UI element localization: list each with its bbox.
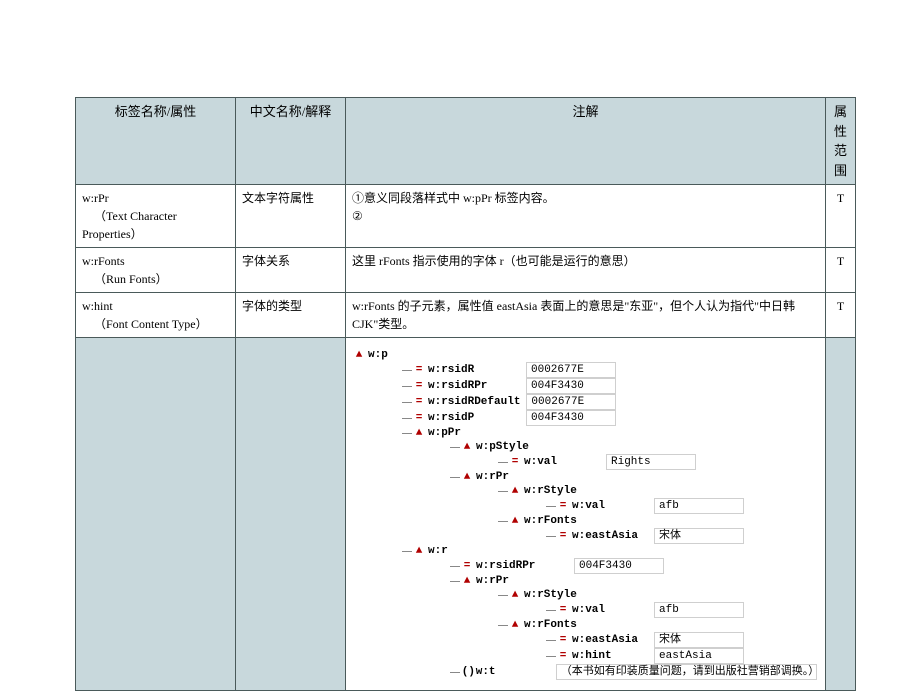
range-cell: T <box>826 293 856 338</box>
node-r: w:r <box>424 544 508 558</box>
tag-en: （Run Fonts） <box>82 270 229 288</box>
header-cn: 中文名称/解释 <box>236 98 346 185</box>
cn-name: 字体的类型 <box>236 293 346 338</box>
note-line: 这里 rFonts 指示使用的字体 r（也可能是运行的意思） <box>346 248 826 293</box>
attr-key: w:hint <box>568 649 652 663</box>
attr-val: 0002677E <box>526 362 616 378</box>
attr-val: 0002677E <box>526 394 616 410</box>
tag-name: w:rPr <box>82 189 229 207</box>
attr-val: Rights <box>606 454 696 470</box>
node-rfonts2: w:rFonts <box>520 618 604 632</box>
attr-key: w:rsidRPr <box>424 379 524 393</box>
header-tag: 标签名称/属性 <box>76 98 236 185</box>
cn-name: 字体关系 <box>236 248 346 293</box>
note-line: ①意义同段落样式中 w:pPr 标签内容。 <box>352 189 819 207</box>
cn-name: 文本字符属性 <box>236 185 346 248</box>
header-range: 属性范围 <box>826 98 856 185</box>
note-line: ② <box>352 207 819 225</box>
attr-key: w:val <box>568 603 652 617</box>
node-rfonts: w:rFonts <box>520 514 604 528</box>
attr-key: w:eastAsia <box>568 633 652 647</box>
tag-en: （Font Content Type） <box>82 315 229 333</box>
node-rpr: w:rPr <box>472 470 556 484</box>
diagram-row: ▲w:p =w:rsidR0002677E =w:rsidRPr004F3430… <box>76 338 856 691</box>
node-rstyle: w:rStyle <box>520 484 604 498</box>
range-cell: T <box>826 248 856 293</box>
node-ppr: w:pPr <box>424 426 508 440</box>
attr-val: eastAsia <box>654 648 744 664</box>
table-row: w:rPr （Text Character Properties） 文本字符属性… <box>76 185 856 248</box>
attribute-table: 标签名称/属性 中文名称/解释 注解 属性范围 w:rPr （Text Char… <box>75 97 856 691</box>
tag-name: w:rFonts <box>82 252 229 270</box>
tag-en: （Text Character Properties） <box>82 207 229 243</box>
header-note: 注解 <box>346 98 826 185</box>
attr-key: w:rsidRDefault <box>424 395 524 409</box>
attr-val: 宋体 <box>654 528 744 544</box>
note-line: w:rFonts 的子元素，属性值 eastAsia 表面上的意思是"东亚"，但… <box>346 293 826 338</box>
xml-tree: ▲w:p =w:rsidR0002677E =w:rsidRPr004F3430… <box>352 344 819 684</box>
table-row: w:hint （Font Content Type） 字体的类型 w:rFont… <box>76 293 856 338</box>
node-rpr2: w:rPr <box>472 574 556 588</box>
attr-val: afb <box>654 498 744 514</box>
attr-val: 004F3430 <box>574 558 664 574</box>
attr-key: w:val <box>520 455 604 469</box>
range-cell: T <box>826 185 856 248</box>
attr-val: 宋体 <box>654 632 744 648</box>
attr-val: afb <box>654 602 744 618</box>
table-row: w:rFonts （Run Fonts） 字体关系 这里 rFonts 指示使用… <box>76 248 856 293</box>
attr-key: w:rsidP <box>424 411 524 425</box>
attr-key: w:rsidRPr <box>472 559 572 573</box>
node-root: w:p <box>364 348 448 362</box>
attr-key: w:rsidR <box>424 363 524 377</box>
attr-key: w:val <box>568 499 652 513</box>
node-pstyle: w:pStyle <box>472 440 556 454</box>
attr-key: w:eastAsia <box>568 529 652 543</box>
tag-name: w:hint <box>82 297 229 315</box>
attr-val: 004F3430 <box>526 410 616 426</box>
text-content: （本书如有印装质量问题，请到出版社营销部调换。） <box>556 664 817 680</box>
node-rstyle2: w:rStyle <box>520 588 604 602</box>
node-t: w:t <box>472 665 556 679</box>
attr-val: 004F3430 <box>526 378 616 394</box>
